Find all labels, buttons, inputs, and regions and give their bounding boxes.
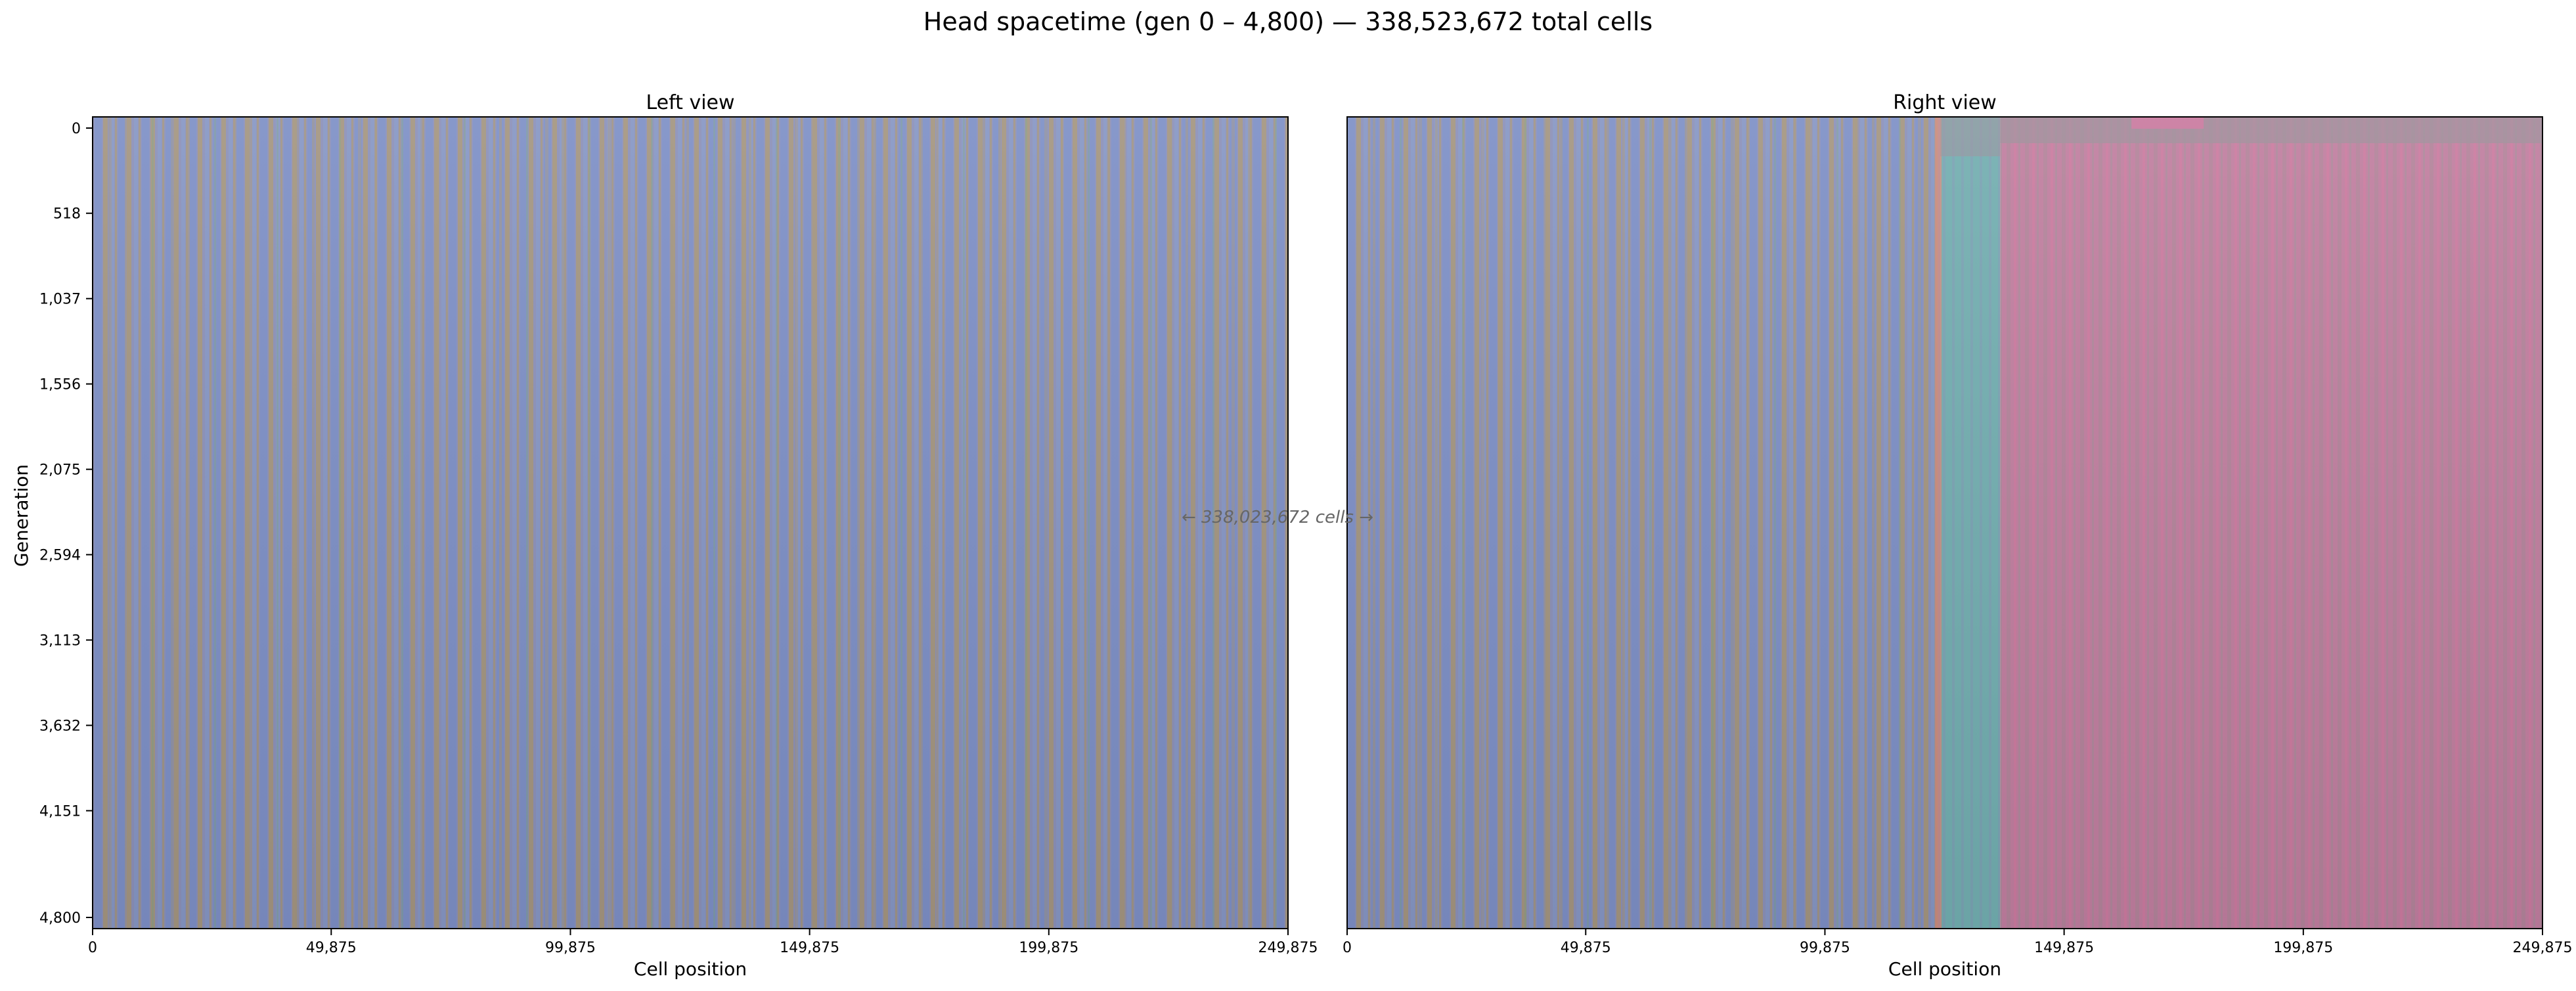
x-tick-label: 149,875 — [2034, 940, 2094, 956]
x-ticks-right: 0 49,875 99,875 149,875 199,875 249,875 — [1343, 929, 2572, 956]
panel-left-title: Left view — [646, 91, 734, 114]
panel-right-title: Right view — [1893, 91, 1997, 114]
x-tick-label: 0 — [88, 940, 97, 956]
x-tick-label: 249,875 — [2513, 940, 2573, 956]
x-axis-label-right: Cell position — [1888, 958, 2001, 980]
gap-annotation: ← 338,023,672 cells → — [1182, 508, 1373, 527]
x-ticks-left: 0 49,875 99,875 149,875 199,875 249,875 — [88, 929, 1318, 956]
y-tick-label: 1,556 — [39, 377, 81, 393]
y-tick-label: 518 — [53, 206, 81, 223]
x-tick-label: 249,875 — [1258, 940, 1318, 956]
x-tick-label: 99,875 — [545, 940, 596, 956]
y-tick-label: 3,113 — [39, 633, 81, 650]
chart-title: Head spacetime (gen 0 – 4,800) — 338,523… — [923, 7, 1653, 36]
x-tick-label: 149,875 — [780, 940, 839, 956]
x-tick-label: 199,875 — [2273, 940, 2333, 956]
panel-left-frame — [92, 116, 1289, 929]
x-tick-label: 0 — [1343, 940, 1352, 956]
heatmap-right-shade — [1347, 117, 2543, 929]
heatmap-right-regions — [1347, 117, 2543, 929]
y-tick-label: 4,800 — [39, 910, 81, 927]
x-tick-label: 199,875 — [1019, 940, 1078, 956]
x-axis-label-left: Cell position — [634, 958, 747, 980]
x-tick-label: 49,875 — [1561, 940, 1611, 956]
y-axis-label: Generation — [11, 464, 32, 567]
y-tick-label: 4,151 — [39, 803, 81, 820]
panel-right-frame — [1346, 116, 2543, 929]
y-ticks: 0 518 1,037 1,556 2,075 2,594 3,113 3,632 4,151 4… — [39, 121, 93, 927]
y-tick-label: 1,037 — [39, 292, 81, 308]
y-tick-label: 2,075 — [39, 462, 81, 479]
y-tick-label: 0 — [72, 121, 81, 137]
panel-left: Left view 0 518 1,037 1,556 2,075 2,594 3,113 3… — [39, 91, 1318, 980]
y-tick-label: 3,632 — [39, 718, 81, 735]
x-tick-label: 49,875 — [306, 940, 357, 956]
heatmap-left-shade — [93, 117, 1288, 929]
panel-right: Right view 0 49,875 99,875 149,875 199,875 24… — [1343, 91, 2572, 980]
x-tick-label: 99,875 — [1800, 940, 1850, 956]
y-tick-label: 2,594 — [39, 548, 81, 564]
